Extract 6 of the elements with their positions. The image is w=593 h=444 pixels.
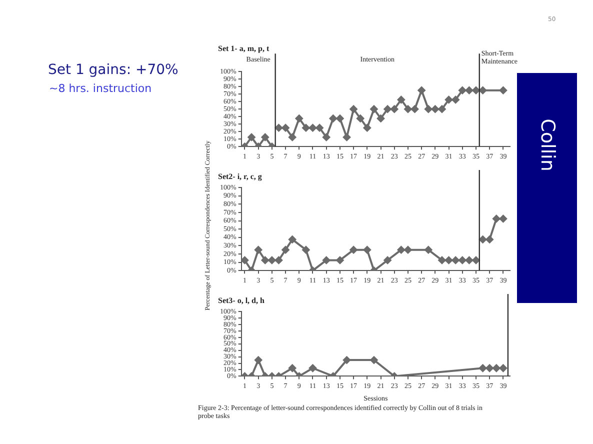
- label-panel: Collin: [517, 73, 577, 303]
- chart-title: Set 1- a, m, p, t: [218, 44, 270, 53]
- text: Set 1 gains: +70%: [48, 62, 178, 78]
- chart-title: Set3- o, l, d, h: [218, 296, 265, 305]
- text: ~8 hrs. instruction: [49, 82, 152, 95]
- chart-title: Set2- i, r, c, g: [218, 172, 262, 181]
